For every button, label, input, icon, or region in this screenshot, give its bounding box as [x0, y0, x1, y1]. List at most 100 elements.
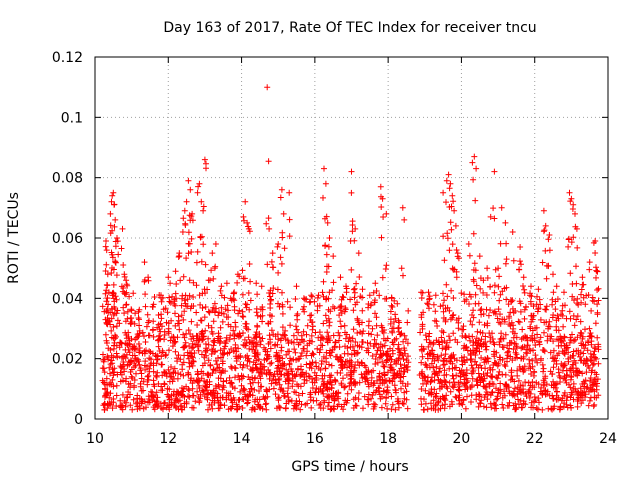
data-point-base — [121, 366, 128, 372]
data-point-base — [219, 360, 226, 367]
data-point-base — [325, 335, 332, 341]
data-point-base — [168, 392, 175, 399]
data-point-base — [336, 332, 343, 339]
data-point-base — [455, 386, 462, 393]
data-point-base — [337, 370, 344, 376]
data-point-base — [138, 375, 145, 382]
data-point-base — [265, 340, 272, 347]
data-point-trail — [314, 307, 321, 314]
data-point-base — [489, 336, 496, 342]
data-point-base — [357, 293, 364, 300]
x-axis-label: GPS time / hours — [291, 459, 408, 475]
data-point-base — [565, 358, 572, 365]
data-point-base — [268, 380, 275, 387]
data-point-base — [279, 365, 286, 372]
data-point-base — [245, 290, 252, 296]
data-point-trail — [275, 269, 282, 276]
data-point-trail — [307, 298, 314, 305]
data-point-base — [527, 290, 534, 297]
data-point-base — [390, 341, 397, 348]
data-point-base — [584, 357, 591, 364]
data-point-base — [340, 375, 346, 382]
data-point-base — [144, 363, 150, 370]
data-point-trail — [534, 293, 540, 300]
data-point-base — [432, 370, 439, 377]
data-point-base — [559, 395, 566, 402]
data-point-trail — [274, 286, 281, 293]
data-point-base — [146, 396, 153, 402]
data-point-trail — [549, 314, 556, 321]
x-tick-label: 20 — [453, 431, 471, 447]
data-point-base — [246, 345, 253, 352]
data-point-base — [482, 333, 489, 340]
data-point-base — [227, 380, 234, 387]
data-point-base — [244, 400, 251, 407]
data-point-trail — [359, 307, 366, 314]
data-point-base — [473, 396, 480, 403]
data-point-base — [308, 365, 315, 372]
data-point-base — [244, 363, 251, 369]
data-point-base — [262, 394, 269, 401]
data-point-base — [289, 368, 295, 375]
data-point-base — [516, 401, 522, 408]
data-point-trail — [443, 199, 449, 206]
data-point — [110, 189, 117, 196]
data-point-base — [563, 315, 570, 322]
data-point-base — [215, 330, 222, 337]
data-point-trail — [180, 273, 187, 280]
data-point-trail — [444, 230, 451, 237]
data-point-base — [358, 344, 365, 351]
data-point-trail — [574, 313, 581, 320]
data-point-base — [350, 326, 357, 333]
data-point-base — [266, 290, 273, 296]
data-point — [465, 241, 472, 247]
data-point-base — [518, 345, 525, 352]
data-point-trail — [351, 237, 358, 244]
data-point-base — [484, 370, 491, 376]
data-point — [502, 219, 509, 226]
data-point-base — [238, 382, 245, 389]
data-point-trail — [490, 205, 497, 212]
data-point-base — [352, 382, 358, 388]
data-point-trail — [241, 275, 248, 282]
data-point-base — [530, 404, 536, 411]
data-point-trail — [177, 277, 184, 284]
data-point-base — [309, 375, 315, 382]
data-point-trail — [136, 322, 143, 329]
data-point-base — [531, 369, 538, 376]
data-point-base — [461, 291, 468, 298]
data-point-base — [215, 375, 222, 382]
data-point-base — [530, 312, 537, 319]
data-point-base — [272, 391, 279, 398]
data-point-base — [514, 367, 521, 374]
data-point-base — [531, 335, 538, 342]
data-point-base — [196, 336, 203, 343]
data-point-trail — [592, 250, 599, 256]
data-point-base — [145, 376, 152, 383]
data-point-trail — [202, 261, 209, 268]
data-point-trail — [270, 264, 277, 271]
data-point-trail — [325, 263, 332, 270]
data-point-trail — [562, 302, 568, 309]
data-point-base — [145, 399, 151, 406]
data-point-trail — [545, 236, 552, 243]
data-point-base — [205, 390, 212, 397]
data-point-base — [588, 341, 595, 348]
data-point-base — [228, 363, 234, 370]
data-point-base — [398, 365, 405, 372]
data-point-trail — [508, 298, 515, 305]
data-point-base — [267, 345, 274, 352]
data-point — [451, 207, 458, 214]
data-point-base — [502, 381, 509, 388]
data-point-trail — [516, 266, 523, 273]
data-point-base — [464, 347, 471, 354]
data-point-base — [334, 353, 341, 360]
data-point-base — [154, 369, 161, 376]
data-point-base — [328, 362, 335, 369]
data-point-base — [240, 361, 247, 368]
data-point-base — [573, 316, 580, 323]
data-point — [200, 207, 207, 214]
data-point-trail — [306, 299, 313, 306]
data-point-base — [100, 351, 106, 358]
data-point-trail — [565, 243, 572, 250]
